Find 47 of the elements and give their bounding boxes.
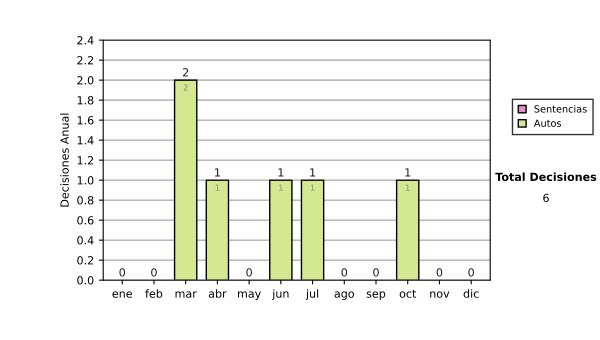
y-tick-label: 0.2 [77, 256, 94, 265]
x-tick-label: abr [208, 289, 227, 298]
y-tick-label: 1.4 [78, 136, 94, 144]
data-label: 2 [184, 84, 188, 91]
y-tick-label: 2.2 [77, 56, 94, 64]
x-tick-label: jun [272, 289, 288, 300]
data-label: 1 [279, 184, 283, 191]
y-tick-label: 0.4 [77, 236, 94, 245]
y-tick-label: 1.2 [78, 156, 94, 164]
total-label: 0 [468, 268, 474, 277]
x-tick-label: mar [176, 291, 197, 298]
data-label: 1 [406, 184, 410, 191]
text: 6 [543, 194, 549, 202]
x-tick-label: may [238, 291, 261, 300]
total-label: 1 [215, 168, 220, 176]
total-label: 0 [119, 268, 126, 277]
x-tick-label: dic [464, 289, 479, 298]
x-tick-label: oct [400, 290, 416, 298]
total-label: 0 [436, 268, 442, 277]
y-tick-label: 0.0 [77, 276, 94, 285]
total-label: 2 [182, 68, 188, 76]
y-tick-label: 2.0 [77, 76, 94, 85]
legend-label: Sentencias [534, 105, 587, 113]
total-label: 0 [373, 268, 379, 277]
x-tick-label: sep [366, 291, 386, 300]
total-label: 0 [151, 268, 157, 277]
data-label: 1 [310, 184, 314, 191]
x-tick-label: jul [306, 289, 318, 300]
text: Total Decisiones [495, 172, 596, 182]
y-axis-title: Decisiones Anual [60, 114, 69, 207]
x-tick-label: ene [112, 291, 132, 298]
y-tick-label: 1.8 [78, 96, 94, 105]
y-tick-label: 1.0 [78, 176, 94, 185]
y-tick-label: 2.4 [77, 36, 94, 44]
y-tick-label: 1.6 [78, 116, 94, 125]
data-label: 1 [216, 184, 220, 191]
total-label: 0 [341, 268, 348, 277]
y-tick-label: 0.8 [77, 196, 94, 205]
y-tick-label: 0.6 [77, 216, 94, 225]
x-tick-label: ago [334, 291, 354, 300]
x-tick-label: nov [430, 291, 450, 298]
total-label: 1 [405, 168, 410, 176]
total-label: 1 [278, 168, 284, 176]
x-tick-label: feb [145, 289, 162, 298]
total-label: 1 [310, 168, 316, 176]
total-label: 0 [246, 268, 252, 277]
legend-label: Autos [534, 120, 562, 127]
